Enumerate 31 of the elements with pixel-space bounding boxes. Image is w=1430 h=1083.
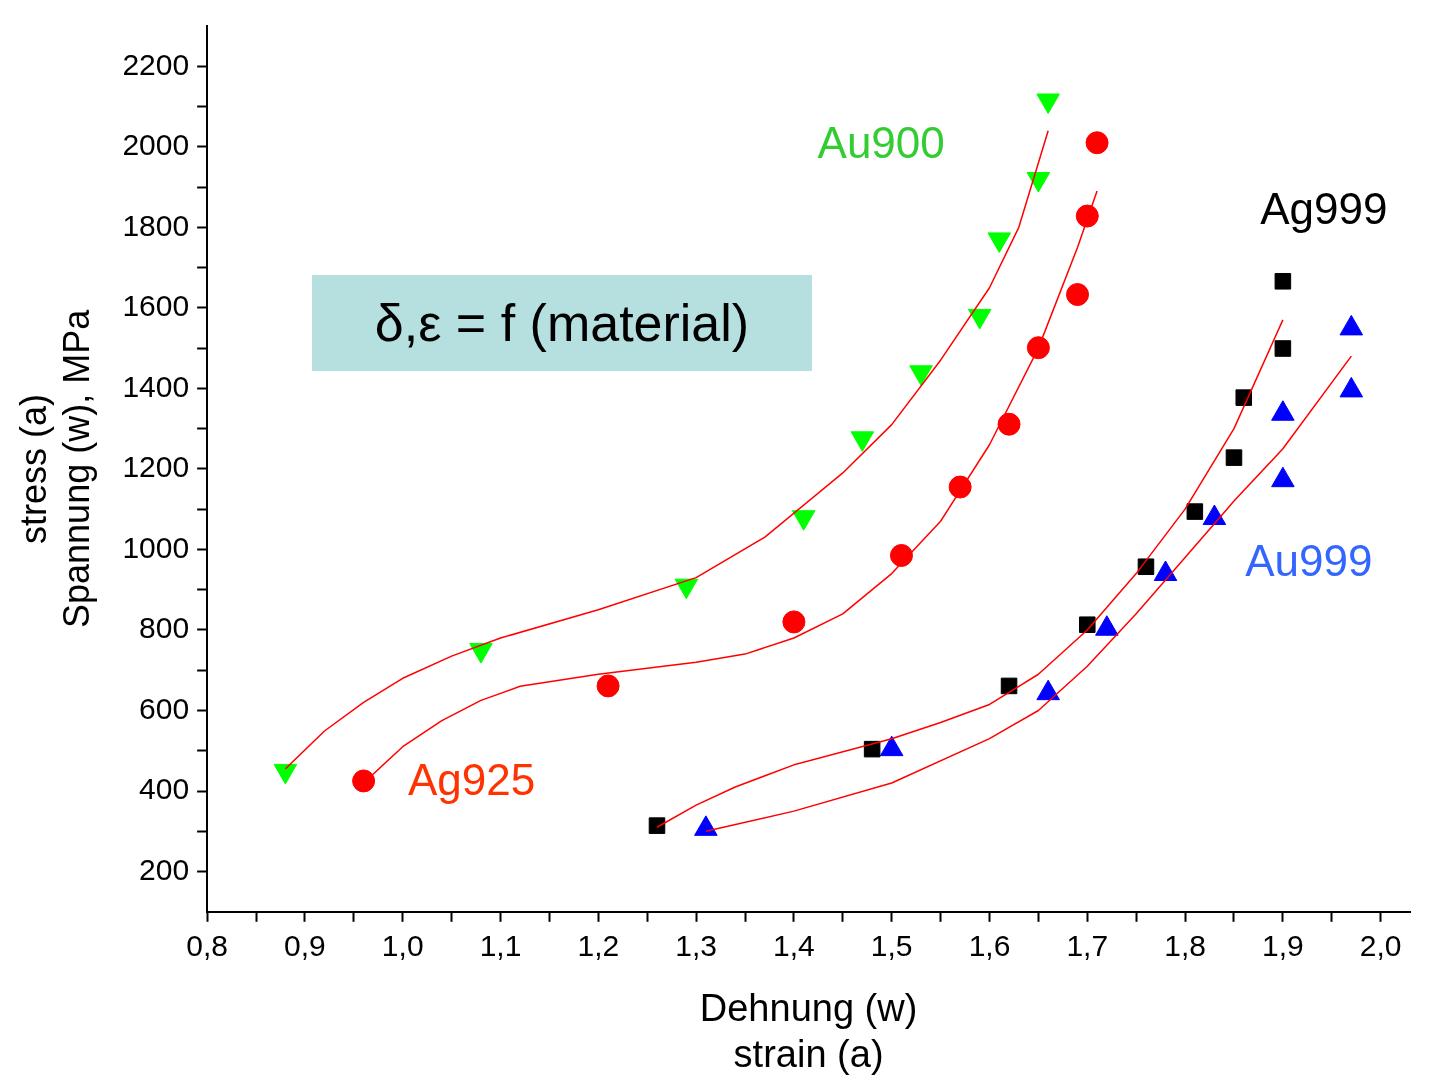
x-tick-label: 1,2 (577, 929, 620, 963)
y-tick-label: 800 (139, 611, 190, 645)
x-tick-label: 1,5 (870, 929, 913, 963)
y-tick-label: 1200 (122, 450, 190, 484)
x-tick-label: 0,9 (284, 929, 326, 963)
y-tick-label: 600 (139, 691, 190, 725)
x-tick-label: 1,6 (968, 929, 1011, 963)
y-tick-label: 2200 (122, 47, 190, 81)
series-label: Ag925 (407, 755, 536, 805)
x-tick-label: 1,4 (773, 929, 815, 963)
series-label: Au999 (1245, 536, 1373, 586)
y-axis-title: stress (a) Spannung (w), MPa (12, 308, 97, 628)
x-tick-label: 1,7 (1066, 929, 1109, 963)
y-tick-label: 2000 (122, 128, 190, 162)
annotation: δ,ε = f (material) (312, 275, 812, 371)
y-tick-label: 200 (139, 852, 190, 886)
x-tick-label: 2,0 (1359, 929, 1402, 963)
series-label: Au900 (817, 117, 945, 167)
x-tick-label: 1,1 (479, 929, 522, 963)
series-label: Ag999 (1260, 184, 1388, 234)
y-tick-label: 1400 (122, 369, 190, 403)
x-axis-title: Dehnung (w) strain (a) (699, 987, 918, 1075)
y-tick-label: 1600 (122, 289, 190, 323)
x-tick-label: 1,8 (1164, 929, 1206, 963)
y-tick-label: 1800 (122, 208, 190, 242)
y-tick-label: 1000 (122, 530, 190, 564)
x-tick-label: 1,3 (675, 929, 717, 963)
x-tick-label: 1,9 (1262, 929, 1304, 963)
x-tick-label: 0,8 (186, 929, 228, 963)
y-tick-label: 400 (139, 772, 190, 806)
x-tick-label: 1,0 (381, 929, 424, 963)
